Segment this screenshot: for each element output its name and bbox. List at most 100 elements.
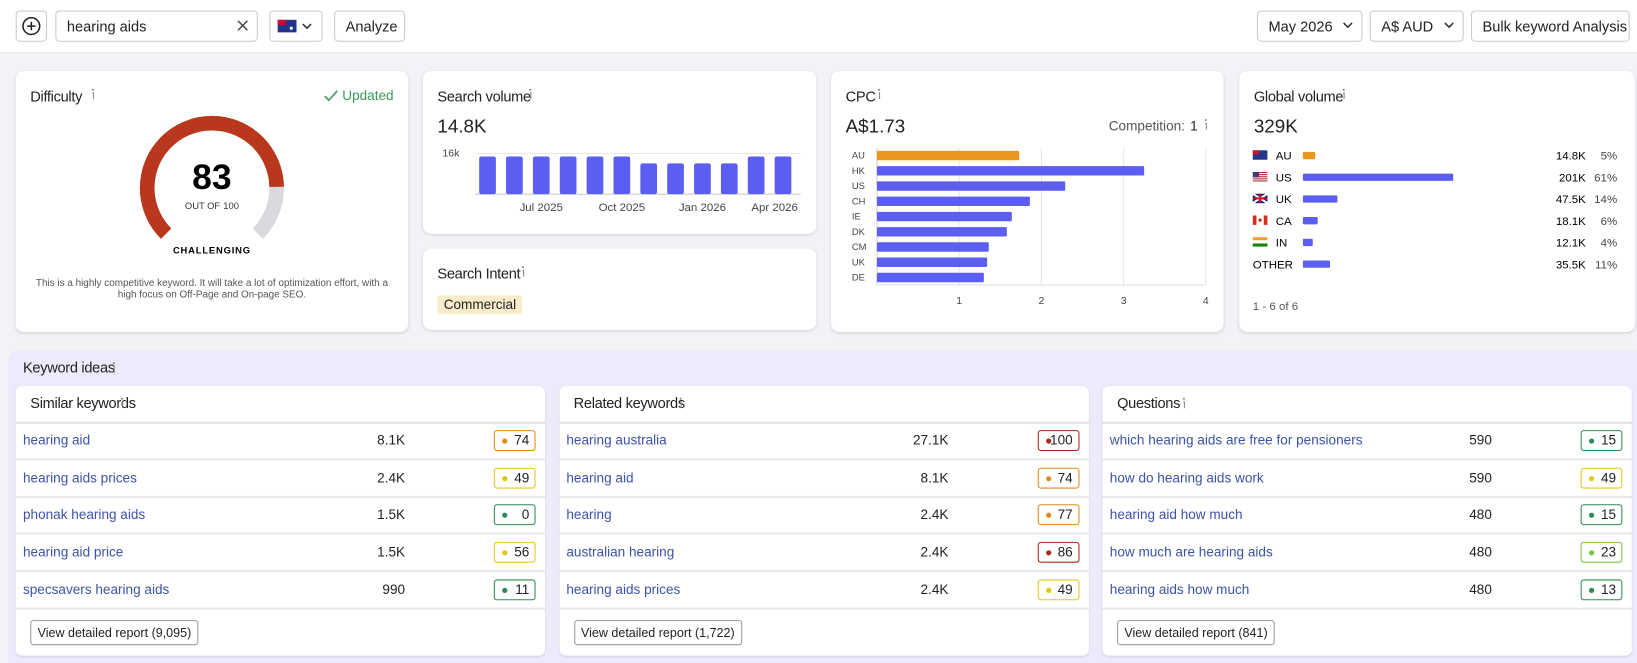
check-icon bbox=[323, 90, 338, 102]
x-tick-label: Oct 2025 bbox=[599, 202, 646, 214]
volume: 12.1K bbox=[1556, 238, 1586, 250]
keyword-ideas: Keyword ideas Similar keywords hearing ai… bbox=[8, 350, 1637, 663]
add-button[interactable] bbox=[15, 10, 47, 42]
bar bbox=[506, 156, 523, 195]
keyword-link[interactable]: how do hearing aids work bbox=[1109, 469, 1264, 486]
keyword-link[interactable]: how much are hearing aids bbox=[1109, 544, 1273, 560]
chart-svg: 83 OUT OF 100 CHALLENGING bbox=[139, 115, 284, 256]
y-tick-label: 16k bbox=[443, 149, 461, 160]
row-divider bbox=[559, 570, 1089, 573]
volume: 2.4K bbox=[920, 581, 949, 597]
keyword-link[interactable]: hearing aid bbox=[22, 432, 91, 448]
info-icon bbox=[1204, 119, 1207, 130]
volume: 2.4K bbox=[377, 469, 406, 486]
country-code: AU bbox=[1276, 151, 1292, 163]
report-button[interactable]: View detailed report (841) bbox=[1117, 620, 1275, 646]
bar bbox=[876, 227, 1007, 237]
share-bar bbox=[1302, 151, 1316, 160]
gauge-value bbox=[139, 115, 284, 239]
month-select[interactable]: May 2026 bbox=[1256, 10, 1363, 42]
info-dot bbox=[112, 362, 115, 365]
keyword-link[interactable]: hearing aid bbox=[566, 469, 634, 486]
volume: 480 bbox=[1469, 581, 1492, 597]
y-tick-label: UK bbox=[852, 256, 866, 267]
bar bbox=[559, 156, 577, 195]
bar bbox=[876, 150, 1020, 161]
keyword-link[interactable]: hearing aids how much bbox=[1109, 581, 1250, 597]
flag-part bbox=[1252, 176, 1268, 178]
keyword-link[interactable]: which hearing aids are free for pensione… bbox=[1109, 432, 1363, 448]
keyword-panel: Related keywords hearing australia 27.1K 10… bbox=[559, 386, 1089, 656]
report-button[interactable]: View detailed report (9,095) bbox=[30, 620, 199, 646]
volume: 590 bbox=[1469, 469, 1492, 486]
panel-title: Related keywords bbox=[573, 394, 685, 412]
row-divider bbox=[559, 532, 1089, 535]
flag-part bbox=[1252, 180, 1268, 182]
keyword-link[interactable]: hearing aid price bbox=[22, 544, 124, 560]
keyword-link[interactable]: hearing aids prices bbox=[22, 469, 137, 486]
info-dot bbox=[679, 397, 682, 400]
divider bbox=[15, 421, 545, 424]
keyword-link[interactable]: hearing australia bbox=[566, 432, 667, 448]
y-tick-label: CH bbox=[852, 195, 866, 206]
flag-part bbox=[1252, 150, 1260, 155]
flag-part bbox=[1252, 243, 1268, 247]
flag bbox=[1252, 150, 1268, 160]
kd-badge: 15 bbox=[1580, 430, 1623, 452]
kd-value: 49 bbox=[1601, 469, 1617, 486]
kd-dot bbox=[502, 475, 508, 481]
volume: 8.1K bbox=[377, 432, 406, 448]
out-of: OUT OF 100 bbox=[185, 200, 239, 211]
bulk-button[interactable]: Bulk keyword Analysis bbox=[1470, 10, 1630, 42]
keyword-link[interactable]: hearing bbox=[566, 506, 612, 523]
flag-part bbox=[1252, 215, 1257, 225]
card-title: Difficulty bbox=[30, 87, 83, 105]
kd-badge: 23 bbox=[1580, 541, 1623, 563]
kd-badge: 49 bbox=[493, 467, 536, 489]
info-icon bbox=[522, 266, 525, 277]
y-tick-label: DK bbox=[852, 226, 866, 237]
difficulty-description: This is a highly competitive keyword. It… bbox=[35, 277, 388, 301]
bar bbox=[876, 166, 1145, 176]
country-select[interactable] bbox=[269, 10, 323, 42]
keyword-link[interactable]: hearing aid how much bbox=[1109, 506, 1243, 523]
keyword-link[interactable]: specsavers hearing aids bbox=[22, 581, 170, 597]
x-tick-label: Apr 2026 bbox=[751, 202, 798, 214]
share: 5% bbox=[1601, 151, 1618, 163]
info-icon bbox=[112, 362, 115, 373]
info-dot bbox=[522, 266, 525, 269]
row-divider bbox=[1102, 532, 1632, 535]
flag-part bbox=[1252, 172, 1268, 174]
score: 83 bbox=[192, 157, 231, 197]
bar bbox=[876, 272, 984, 283]
flag-part bbox=[1252, 178, 1268, 180]
search-input[interactable]: hearing aids bbox=[55, 10, 258, 42]
volume: 27.1K bbox=[912, 432, 949, 448]
analyze-button[interactable]: Analyze bbox=[334, 10, 406, 42]
share: 6% bbox=[1601, 216, 1618, 228]
keyword-link[interactable]: phonak hearing aids bbox=[22, 506, 146, 523]
info-dot bbox=[1342, 88, 1345, 91]
kd-dot bbox=[1045, 550, 1051, 556]
x-tick-label: Jul 2025 bbox=[520, 202, 563, 214]
chart-svg: AU 14.8K 5% US 201K 61% UK 47.5K 14% CA 18.1K 6% IN 1… bbox=[1252, 150, 1618, 271]
kd-dot bbox=[1588, 438, 1595, 444]
keyword-link[interactable]: hearing aids prices bbox=[566, 581, 681, 597]
chart-svg: 16k Jul 2025 Oct 2025 Jan 2026 Apr 2026 bbox=[443, 149, 801, 214]
report-button[interactable]: View detailed report (1,722) bbox=[573, 620, 742, 646]
share: 11% bbox=[1595, 259, 1617, 271]
bar bbox=[479, 156, 496, 195]
x-tick-label: 3 bbox=[1121, 296, 1127, 307]
kd-badge: 100 bbox=[1037, 430, 1079, 452]
kd-value: 15 bbox=[1601, 506, 1617, 523]
keyword-panel: Questions which hearing aids are free for… bbox=[1102, 386, 1632, 656]
competition-label: Competition: bbox=[1108, 117, 1185, 134]
kd-dot bbox=[1588, 550, 1595, 556]
currency-select[interactable]: A$ AUD bbox=[1369, 10, 1464, 42]
kd-value: 15 bbox=[1601, 432, 1617, 448]
keyword-link[interactable]: australian hearing bbox=[566, 544, 675, 560]
info-stem bbox=[679, 401, 682, 409]
kd-dot bbox=[1045, 513, 1051, 519]
bar bbox=[667, 163, 684, 195]
bar bbox=[613, 156, 631, 195]
